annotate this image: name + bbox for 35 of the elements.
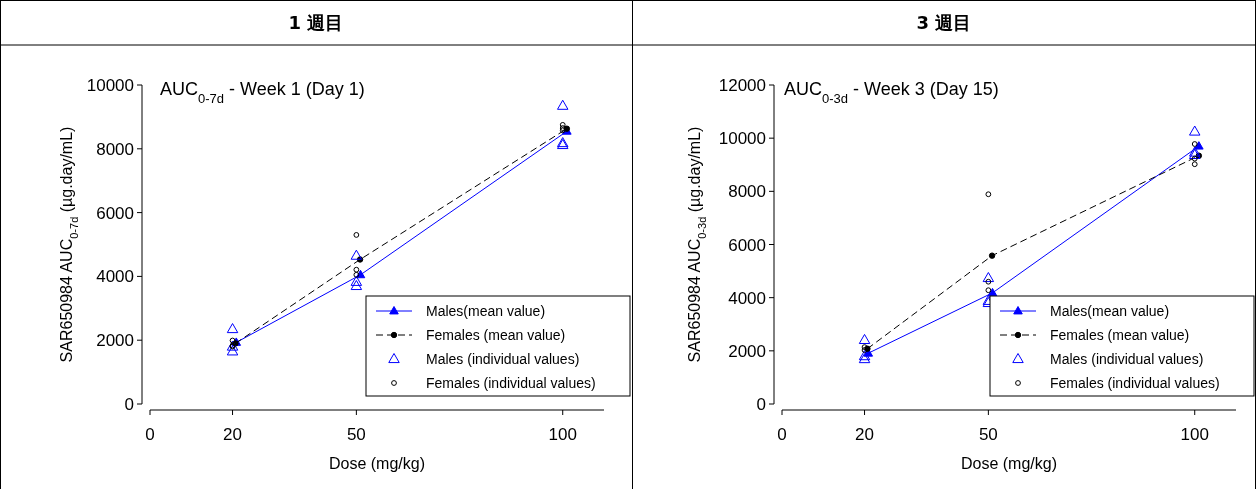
x-axis-title: Dose (mg/kg) — [328, 455, 426, 472]
y-tick-label: 0 — [756, 395, 766, 414]
legend-label: Females (individual values) — [426, 375, 596, 391]
y-tick-label: 2000 — [96, 331, 134, 351]
x-tick-label: 20 — [855, 425, 875, 444]
x-tick-label: 100 — [548, 425, 577, 444]
y-tick-label: 4000 — [96, 267, 134, 287]
legend-label: Males (individual values) — [426, 351, 580, 367]
legend-label: Females (individual values) — [1050, 375, 1220, 391]
y-tick-label: 12000 — [718, 76, 766, 95]
y-tick-label: 2000 — [728, 341, 766, 361]
x-tick-label: 0 — [777, 425, 787, 444]
x-tick-label: 100 — [1180, 425, 1209, 444]
legend-label: Males(mean value) — [1050, 303, 1170, 319]
x-tick-label: 50 — [978, 425, 998, 444]
y-tick-label: 6000 — [728, 235, 766, 255]
chart-title: 1 週目 — [288, 12, 344, 33]
chart-title: 3 週目 — [916, 12, 972, 33]
chart-subtitle: AUC$_{0-7d}$ - Week 1 (Day 1) — [160, 79, 365, 106]
y-tick-label: 8000 — [96, 139, 134, 159]
x-tick-label: 50 — [346, 425, 366, 444]
y-tick-label: 4000 — [728, 288, 766, 308]
y-tick-label: 6000 — [96, 203, 134, 223]
x-tick-label: 0 — [145, 425, 155, 444]
legend-label: Males(mean value) — [426, 303, 546, 319]
x-tick-label: 20 — [223, 425, 243, 444]
y-tick-label: 10000 — [718, 129, 766, 149]
legend-label: Females (mean value) — [1050, 327, 1190, 343]
chart-subtitle: AUC$_{0-3d}$ - Week 3 (Day 15) — [784, 79, 999, 106]
y-tick-label: 8000 — [728, 182, 766, 202]
y-tick-label: 10000 — [86, 76, 134, 95]
y-tick-label: 0 — [124, 395, 134, 414]
legend-label: Males (individual values) — [1050, 351, 1204, 367]
x-axis-title: Dose (mg/kg) — [960, 455, 1058, 472]
legend-label: Females (mean value) — [426, 327, 566, 343]
